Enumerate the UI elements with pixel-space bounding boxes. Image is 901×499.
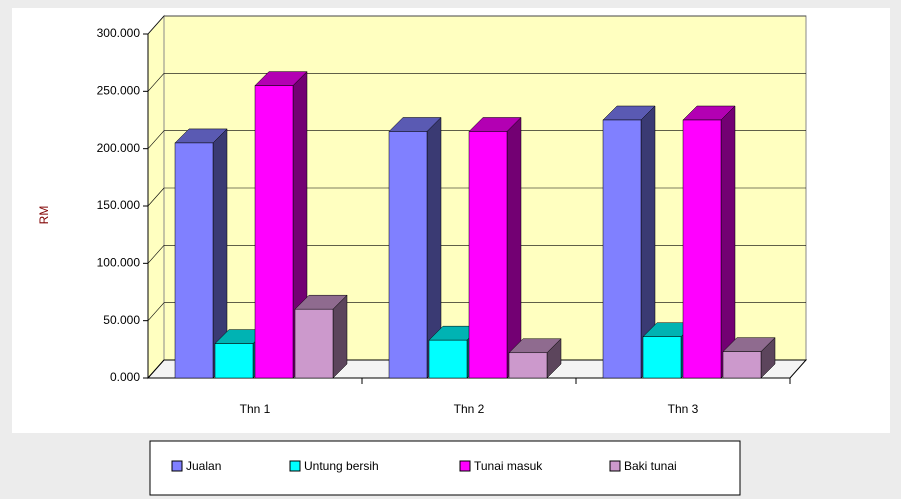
legend-label: Jualan: [186, 459, 221, 473]
grid-line: [147, 245, 165, 264]
grid-line: [147, 130, 165, 149]
bar: [682, 119, 722, 379]
bar: [388, 131, 428, 379]
bar: [254, 85, 294, 379]
grid-line: [147, 15, 165, 35]
bar: [214, 343, 254, 379]
x-tick-label: Thn 2: [454, 402, 485, 416]
legend-label: Tunai masuk: [474, 459, 543, 473]
legend-swatch: [289, 460, 301, 472]
legend-swatch: [459, 460, 471, 472]
y-axis-label: RM: [37, 206, 51, 225]
x-tick-label: Thn 3: [668, 402, 699, 416]
y-tick-label: 50.000: [103, 313, 140, 327]
y-tick-label: 250.000: [97, 84, 141, 98]
bar: [508, 352, 548, 379]
grid-line: [147, 73, 165, 92]
grid-line: [147, 302, 165, 321]
bar: [468, 131, 508, 379]
y-tick-label: 300.000: [97, 26, 141, 40]
legend-swatch: [609, 460, 621, 472]
bar: [294, 308, 334, 379]
x-tick-label: Thn 1: [240, 402, 271, 416]
bar: [174, 142, 214, 379]
bar-side: [506, 116, 522, 379]
bar: [428, 339, 468, 379]
y-tick-label: 100.000: [97, 256, 141, 270]
bar: [642, 336, 682, 379]
grid-line: [147, 359, 165, 379]
legend-label: Baki tunai: [624, 459, 677, 473]
grid-line: [147, 187, 165, 207]
bar-side: [720, 105, 736, 379]
y-tick-label: 0.000: [110, 370, 140, 384]
legend-swatch: [171, 460, 183, 472]
legend-box: [149, 440, 741, 496]
bar: [602, 119, 642, 379]
legend-label: Untung bersih: [304, 459, 379, 473]
bar-side: [332, 294, 348, 379]
bar: [722, 351, 762, 379]
y-tick-label: 200.000: [97, 141, 141, 155]
y-tick-label: 150.000: [97, 198, 141, 212]
